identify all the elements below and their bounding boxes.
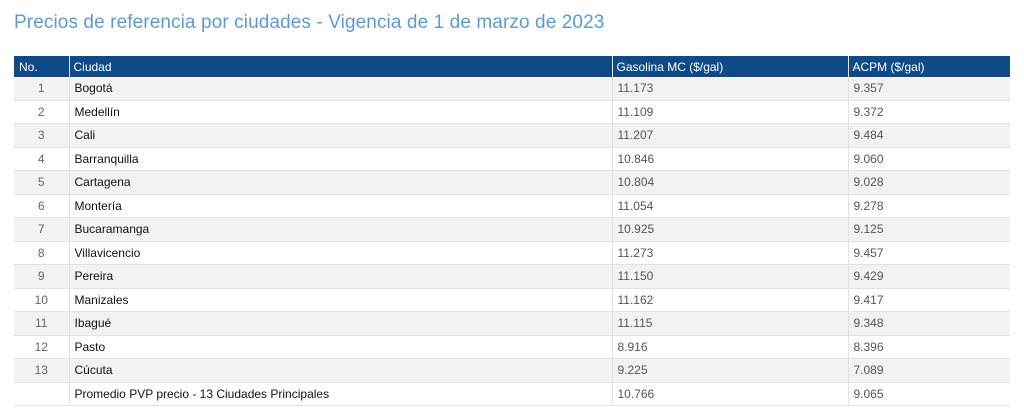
table-row: 11 Ibagué 11.115 9.348	[14, 311, 1010, 336]
cell-no: 4	[14, 147, 70, 171]
table-row: 4 Barranquilla 10.846 9.060	[14, 147, 1010, 171]
cell-no: 3	[14, 123, 70, 148]
cell-acpm: 7.089	[848, 358, 1010, 383]
cell-city: Barranquilla	[69, 147, 613, 171]
cell-city: Cali	[69, 123, 613, 148]
cell-city: Montería	[69, 194, 613, 218]
cell-city: Villavicencio	[69, 241, 613, 265]
cell-no: 8	[14, 241, 70, 265]
cell-gasoline: 9.225	[612, 358, 849, 383]
table-header-row: No. Ciudad Gasolina MC ($/gal) ACPM ($/g…	[14, 56, 1010, 77]
table-row: 5 Cartagena 10.804 9.028	[14, 170, 1010, 195]
cell-no: 1	[14, 77, 70, 101]
cell-acpm: 9.348	[848, 311, 1010, 336]
cell-acpm: 9.417	[848, 288, 1010, 312]
cell-city: Cúcuta	[69, 358, 613, 383]
cell-gasoline: 11.054	[612, 194, 849, 218]
table-row: 9 Pereira 11.150 9.429	[14, 264, 1010, 289]
prices-table: No. Ciudad Gasolina MC ($/gal) ACPM ($/g…	[14, 56, 1010, 406]
table-row: 3 Cali 11.207 9.484	[14, 123, 1010, 148]
cell-gasoline: 10.804	[612, 170, 849, 195]
cell-gasoline: 11.162	[612, 288, 849, 312]
cell-gasoline: 11.115	[612, 311, 849, 336]
cell-city: Ibagué	[69, 311, 613, 336]
cell-no: 11	[14, 311, 70, 336]
table-row: 1 Bogotá 11.173 9.357	[14, 77, 1010, 101]
table-row: 13 Cúcuta 9.225 7.089	[14, 358, 1010, 383]
cell-acpm: 9.457	[848, 241, 1010, 265]
table-body: 1 Bogotá 11.173 9.357 2 Medellín 11.109 9.372 3 C…	[14, 77, 1010, 406]
table-row: 6 Montería 11.054 9.278	[14, 194, 1010, 218]
cell-gasoline: 11.273	[612, 241, 849, 265]
table-row: 10 Manizales 11.162 9.417	[14, 288, 1010, 312]
cell-city: Bogotá	[69, 77, 613, 101]
cell-gasoline: 11.109	[612, 100, 849, 124]
cell-acpm: 9.060	[848, 147, 1010, 171]
page-title: Precios de referencia por ciudades - Vig…	[14, 12, 605, 33]
cell-acpm: 9.278	[848, 194, 1010, 218]
cell-gasoline: 11.173	[612, 77, 849, 101]
header-city: Ciudad	[69, 56, 613, 77]
cell-gasoline: 11.150	[612, 264, 849, 289]
cell-no: 10	[14, 288, 70, 312]
cell-city: Promedio PVP precio - 13 Ciudades Princi…	[69, 382, 613, 406]
cell-no: 12	[14, 335, 70, 359]
cell-gasoline: 8.916	[612, 335, 849, 359]
table-row: 8 Villavicencio 11.273 9.457	[14, 241, 1010, 265]
header-acpm: ACPM ($/gal)	[848, 56, 1010, 77]
cell-no: 9	[14, 264, 70, 289]
table-row: Promedio PVP precio - 13 Ciudades Princi…	[14, 382, 1010, 406]
cell-acpm: 9.429	[848, 264, 1010, 289]
cell-acpm: 9.372	[848, 100, 1010, 124]
cell-no	[14, 382, 70, 406]
cell-gasoline: 10.925	[612, 217, 849, 242]
cell-no: 5	[14, 170, 70, 195]
cell-acpm: 9.125	[848, 217, 1010, 242]
cell-city: Cartagena	[69, 170, 613, 195]
header-no: No.	[14, 56, 70, 77]
cell-city: Pasto	[69, 335, 613, 359]
cell-acpm: 9.028	[848, 170, 1010, 195]
cell-no: 6	[14, 194, 70, 218]
cell-gasoline: 10.846	[612, 147, 849, 171]
cell-no: 13	[14, 358, 70, 383]
cell-no: 2	[14, 100, 70, 124]
table-row: 12 Pasto 8.916 8.396	[14, 335, 1010, 359]
cell-city: Bucaramanga	[69, 217, 613, 242]
cell-no: 7	[14, 217, 70, 242]
table-row: 2 Medellín 11.109 9.372	[14, 100, 1010, 124]
table-row: 7 Bucaramanga 10.925 9.125	[14, 217, 1010, 242]
cell-gasoline: 11.207	[612, 123, 849, 148]
cell-gasoline: 10.766	[612, 382, 849, 406]
cell-city: Manizales	[69, 288, 613, 312]
cell-acpm: 8.396	[848, 335, 1010, 359]
cell-city: Medellín	[69, 100, 613, 124]
header-gasoline: Gasolina MC ($/gal)	[612, 56, 849, 77]
cell-acpm: 9.484	[848, 123, 1010, 148]
cell-acpm: 9.357	[848, 77, 1010, 101]
cell-acpm: 9.065	[848, 382, 1010, 406]
cell-city: Pereira	[69, 264, 613, 289]
